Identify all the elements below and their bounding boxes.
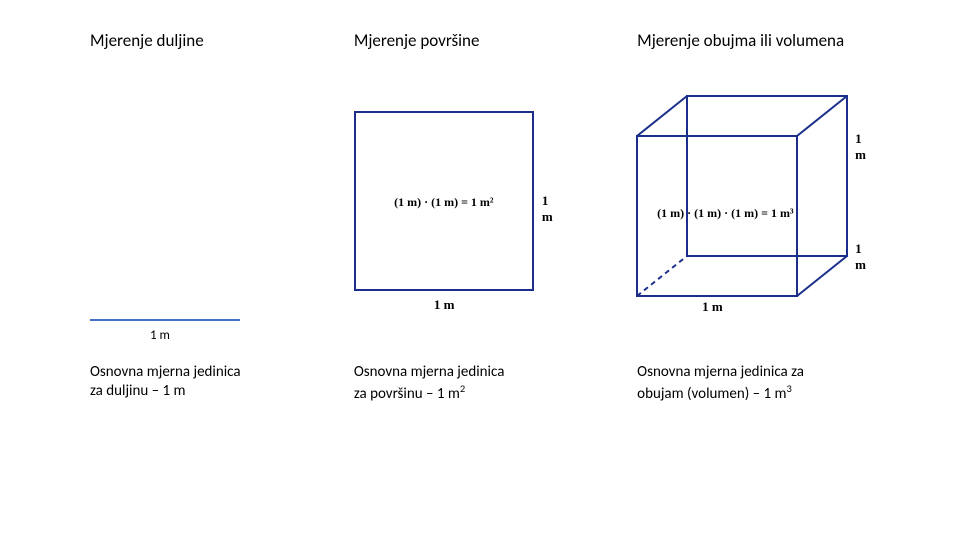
caption-area-line1: Osnovna mjerna jedinica — [354, 363, 505, 381]
caption-length: Osnovna mjerna jedinica za duljinu – 1 m — [90, 363, 241, 401]
columns-container: Mjerenje duljine 1 m Osnovna mjerna jedi… — [0, 0, 960, 404]
column-length: Mjerenje duljine 1 m Osnovna mjerna jedi… — [90, 30, 334, 404]
title-volume: Mjerenje obujma ili volumena — [637, 30, 844, 51]
caption-area-line2: za površinu – 1 m2 — [354, 385, 465, 403]
figure-volume: (1 m) · (1 m) · (1 m) = 1 m³ 1 m 1 m 1 m — [637, 61, 920, 351]
title-area: Mjerenje površine — [354, 30, 480, 51]
caption-volume-line2: obujam (volumen) – 1 m3 — [637, 385, 792, 403]
title-length: Mjerenje duljine — [90, 30, 204, 51]
square-diagram: (1 m) · (1 m) = 1 m² 1 m 1 m — [354, 111, 534, 291]
cube-formula: (1 m) · (1 m) · (1 m) = 1 m³ — [657, 206, 793, 221]
cube-right-label-top: 1 m — [855, 131, 866, 163]
square-formula: (1 m) · (1 m) = 1 m² — [356, 195, 532, 210]
cube-bottom-label: 1 m — [702, 299, 723, 315]
cube-right-label-bottom: 1 m — [855, 241, 866, 273]
cube-diagram: (1 m) · (1 m) · (1 m) = 1 m³ 1 m 1 m 1 m — [617, 81, 857, 311]
line-segment-icon — [90, 319, 240, 321]
column-volume: Mjerenje obujma ili volumena — [637, 30, 920, 404]
square-icon: (1 m) · (1 m) = 1 m² — [354, 111, 534, 291]
line-label: 1 m — [150, 328, 170, 343]
caption-area: Osnovna mjerna jedinica za površinu – 1 … — [354, 363, 505, 404]
figure-area: (1 m) · (1 m) = 1 m² 1 m 1 m — [354, 61, 617, 351]
column-area: Mjerenje površine (1 m) · (1 m) = 1 m² 1… — [354, 30, 617, 404]
caption-volume: Osnovna mjerna jedinica za obujam (volum… — [637, 363, 804, 404]
cube-icon — [617, 81, 857, 311]
caption-length-line2: za duljinu – 1 m — [90, 382, 185, 400]
caption-length-line1: Osnovna mjerna jedinica — [90, 363, 241, 381]
caption-volume-line1: Osnovna mjerna jedinica za — [637, 363, 804, 381]
figure-length: 1 m — [90, 61, 334, 351]
square-right-label: 1 m — [542, 193, 553, 225]
square-bottom-label: 1 m — [434, 297, 455, 313]
